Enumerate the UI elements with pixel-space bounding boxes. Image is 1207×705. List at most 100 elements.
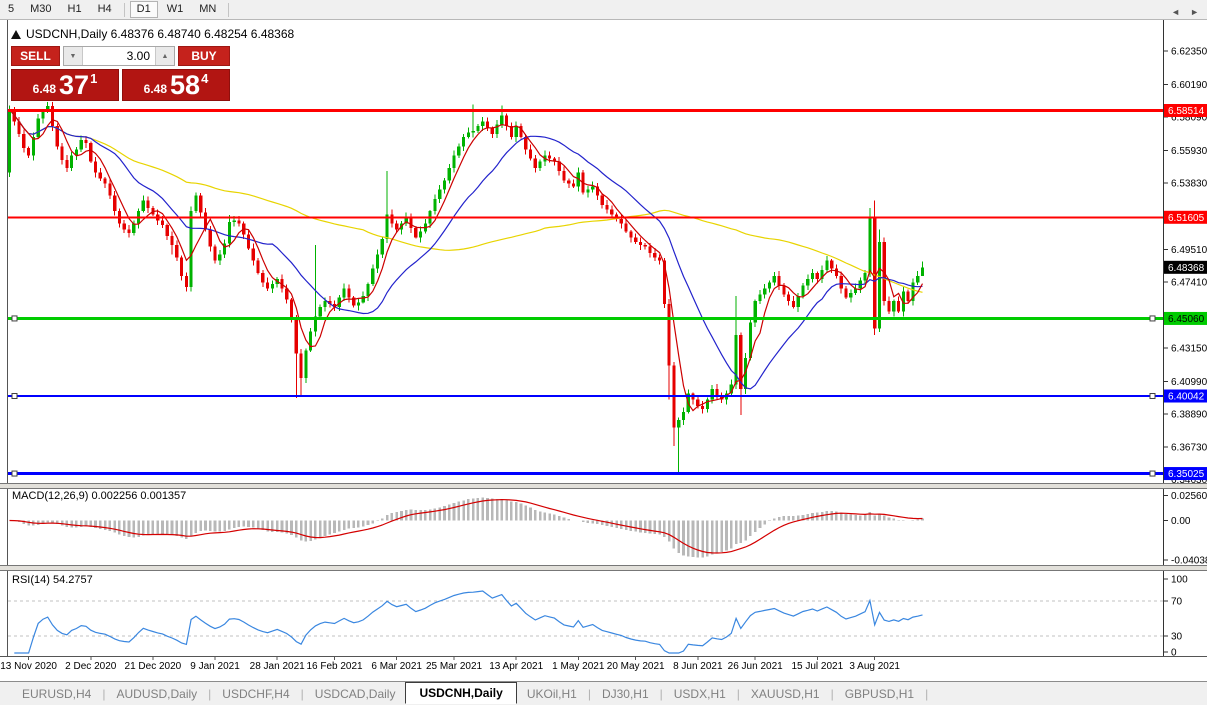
period-button-m30[interactable]: M30	[30, 3, 52, 15]
period-button-h4[interactable]: H4	[97, 3, 112, 15]
line-handle[interactable]	[1149, 470, 1156, 477]
candle	[179, 257, 184, 277]
candle	[132, 223, 136, 233]
candle	[772, 276, 776, 283]
buy-price-display[interactable]: 6.48 58 4	[122, 69, 230, 101]
period-button-h1[interactable]: H1	[67, 3, 82, 15]
line-handle[interactable]	[11, 315, 18, 322]
chart-tab-usdcnh[interactable]: USDCNH,Daily	[405, 681, 517, 704]
period-button-w1[interactable]: W1	[166, 3, 184, 15]
candle	[223, 243, 227, 255]
candle	[84, 140, 88, 144]
candle	[199, 195, 203, 213]
price-tick-label: 6.36730	[1171, 443, 1207, 454]
volume-input[interactable]: 3.00	[126, 49, 150, 63]
chart-tab-dj30[interactable]: DJ30,H1	[601, 686, 649, 701]
candle	[256, 260, 260, 274]
candle	[266, 282, 270, 289]
candle	[667, 303, 671, 366]
candle	[347, 288, 351, 298]
candle	[304, 350, 308, 379]
tab-scroll-right[interactable]: ►	[1190, 7, 1199, 17]
one-click-collapse-icon[interactable]	[11, 30, 21, 39]
line-handle[interactable]	[11, 470, 18, 477]
moving-averages-layer	[9, 108, 924, 412]
price-tick-label: 6.55930	[1171, 146, 1207, 157]
macd-signal-line	[9, 498, 923, 554]
candle	[31, 136, 35, 156]
volume-decrease-button[interactable]: ▼	[64, 47, 83, 65]
candle	[447, 167, 451, 181]
candle	[634, 237, 638, 243]
candle	[385, 214, 389, 240]
buy-button[interactable]: BUY	[178, 46, 230, 66]
chart-tab-usdcad[interactable]: USDCAD,Daily	[314, 686, 396, 701]
pane-frames	[0, 19, 1207, 660]
candle	[500, 115, 504, 125]
candle	[213, 246, 217, 261]
candle	[820, 269, 824, 280]
candle	[194, 195, 198, 212]
chart-tab-gbpusd[interactable]: GBPUSD,H1	[844, 686, 915, 701]
price-badge-6.40042	[1164, 389, 1207, 403]
candle	[600, 195, 604, 205]
tab-scroll-left[interactable]: ◄	[1171, 7, 1181, 17]
sell-button[interactable]: SELL	[11, 46, 60, 66]
macd-layer	[9, 497, 924, 558]
candle	[509, 126, 513, 137]
candle	[748, 322, 752, 359]
date-label: 6 Mar 2021	[371, 661, 422, 672]
candle	[548, 155, 552, 159]
period-toolbar: 5 M30 H1 H4 D1 W1 MN	[0, 0, 1207, 20]
candle	[22, 133, 26, 148]
chart-tab-eurusd[interactable]: EURUSD,H4	[22, 686, 92, 701]
price-tick-label: 6.47410	[1171, 278, 1207, 289]
candle	[299, 353, 303, 379]
candle	[605, 204, 609, 210]
candle	[753, 300, 757, 323]
line-handle[interactable]	[11, 393, 18, 400]
chart-tab-bar: EURUSD,H4 | AUDUSD,Daily | USDCHF,H4 | USDCAD,…	[0, 681, 1207, 705]
candle	[782, 285, 786, 295]
tab-separator: |	[736, 686, 740, 701]
candle	[390, 214, 394, 224]
tab-separator: |	[300, 686, 304, 701]
sell-price-display[interactable]: 6.48 37 1	[11, 69, 119, 101]
line-handle[interactable]	[1149, 315, 1156, 322]
candle	[395, 223, 399, 230]
chart-tab-usdchf[interactable]: USDCHF,H4	[222, 686, 290, 701]
candle	[571, 183, 576, 187]
candle	[815, 273, 819, 280]
date-label: 1 May 2021	[552, 661, 605, 672]
toolbar-separator	[228, 2, 230, 17]
candle	[495, 124, 499, 134]
chart-tab-ukoil[interactable]: UKOil,H1	[526, 686, 577, 701]
chart-tab-usdx[interactable]: USDX,H1	[673, 686, 726, 701]
price-tick-label: 6.60190	[1171, 80, 1207, 91]
rsi-scale-label: 100	[1171, 575, 1188, 586]
line-handle[interactable]	[1149, 393, 1156, 400]
tab-separator: |	[587, 686, 591, 701]
volume-increase-button[interactable]: ▲	[155, 47, 174, 65]
candle	[791, 300, 796, 308]
candle	[127, 229, 131, 233]
candle	[849, 293, 853, 298]
chart-tab-audusd[interactable]: AUDUSD,Daily	[116, 686, 198, 701]
rsi-indicator-label: RSI(14) 54.2757	[12, 574, 93, 586]
candle	[586, 189, 590, 193]
candle	[677, 419, 681, 428]
rsi-layer	[8, 590, 1163, 654]
period-button-d1[interactable]: D1	[129, 1, 158, 18]
chart-tab-xauusd[interactable]: XAUUSD,H1	[750, 686, 820, 701]
slow-ma-line	[9, 108, 923, 293]
candle	[433, 198, 437, 212]
time-axis: 13 Nov 2020 2 Dec 2020 21 Dec 2020 9 Jan 20…	[0, 661, 900, 672]
period-button-mn[interactable]: MN	[199, 3, 217, 15]
candle	[715, 388, 719, 396]
candle	[93, 161, 98, 173]
candle	[160, 220, 165, 226]
tab-separator: |	[925, 686, 929, 701]
period-button-5[interactable]: 5	[8, 3, 15, 15]
candle	[342, 288, 346, 298]
candles-layer	[8, 101, 925, 474]
